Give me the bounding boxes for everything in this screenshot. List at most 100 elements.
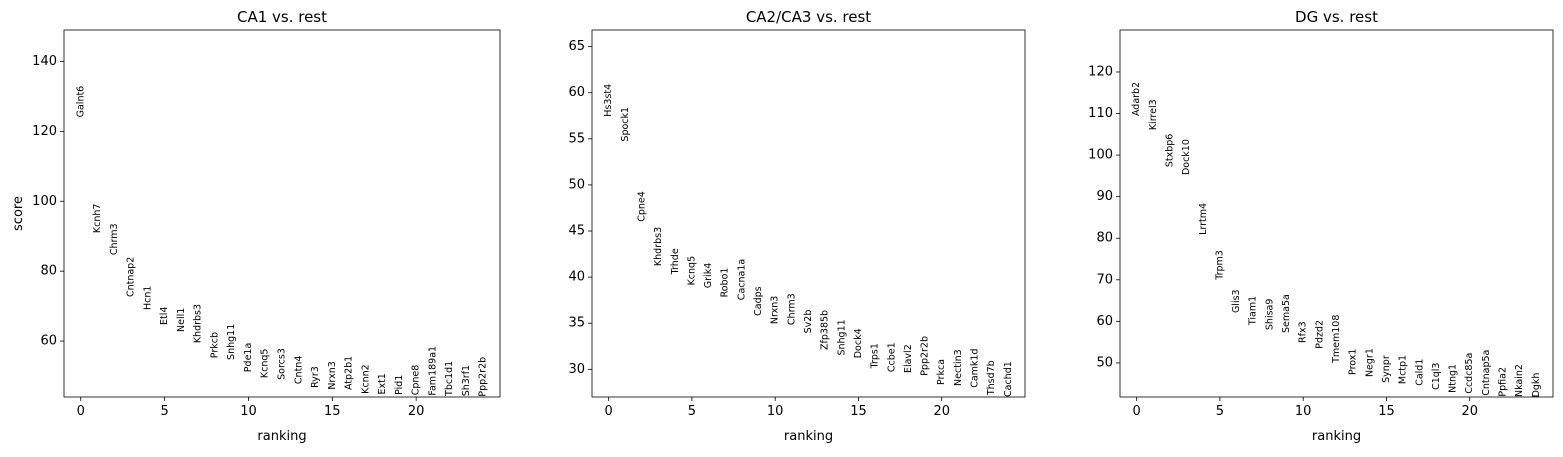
gene-label: Snhg11 — [226, 324, 237, 360]
gene-label: Sv2b — [803, 310, 814, 334]
axes-frame — [1119, 29, 1554, 398]
y-tick-label: 50 — [568, 177, 585, 192]
y-tick-label: 55 — [568, 131, 585, 146]
gene-labels: Adarb2 Kirrel3 Stxbp6 Dock10 Lrrtm4 Trpm3 Glis… — [1131, 82, 1542, 398]
x-tick-label: 5 — [160, 404, 168, 419]
x-axis-label: ranking — [257, 429, 306, 444]
y-tick-label: 100 — [32, 194, 57, 209]
y-tick-label: 110 — [1088, 106, 1113, 121]
x-axis-label: ranking — [1312, 429, 1361, 444]
gene-label: Cald1 — [1414, 359, 1425, 386]
gene-label: Negr1 — [1364, 348, 1375, 377]
y-tick-label: 60 — [1096, 314, 1113, 329]
gene-label: Khdrbs3 — [653, 227, 664, 266]
gene-label: Cntnap5a — [1481, 350, 1492, 396]
gene-label: Nrxn3 — [770, 296, 781, 324]
y-tick-label: 45 — [568, 224, 585, 239]
gene-label: Nell1 — [176, 308, 187, 332]
gene-label: Kcnn2 — [360, 364, 371, 394]
gene-label: Etl4 — [159, 307, 170, 325]
gene-label: Cntnap2 — [126, 257, 137, 297]
gene-label: Thsd7b — [986, 360, 997, 396]
y-tick-label: 35 — [568, 316, 585, 331]
panel-title: CA2/CA3 vs. rest — [746, 8, 871, 26]
gene-label: Pid1 — [394, 375, 405, 395]
y-tick-label: 140 — [32, 54, 57, 69]
gene-label: Ppfia2 — [1498, 367, 1509, 397]
gene-label: Galnt6 — [75, 86, 86, 118]
gene-label: Spock1 — [620, 107, 631, 142]
gene-label: Cacna1a — [736, 259, 747, 300]
gene-label: Khdrbs3 — [193, 304, 204, 343]
gene-label: Prkcb — [209, 332, 220, 358]
gene-label: Nectin3 — [953, 349, 964, 386]
gene-label: Sema5a — [1281, 294, 1292, 333]
gene-label: Adarb2 — [1131, 82, 1142, 116]
y-tick-label: 70 — [1096, 272, 1113, 287]
gene-label: Ccbe1 — [886, 342, 897, 372]
x-tick-label: 5 — [688, 404, 696, 419]
gene-label: Hs3st4 — [603, 84, 614, 117]
gene-label: Dock4 — [853, 328, 864, 358]
gene-labels: Galnt6 Kcnh7 Chrm3 Cntnap2 Hcn1 Etl4 Nell1 Khdr… — [75, 86, 488, 397]
gene-label: Tmem108 — [1331, 315, 1342, 364]
gene-label: Shisa9 — [1264, 299, 1275, 331]
y-tick-label: 50 — [1096, 355, 1113, 370]
gene-label: Ntng1 — [1448, 364, 1459, 393]
x-tick-label: 20 — [933, 404, 950, 419]
y-tick-label: 40 — [568, 270, 585, 285]
x-tick-label: 5 — [1216, 404, 1224, 419]
y-tick-label: 80 — [1096, 231, 1113, 246]
gene-label: Sh3rf1 — [461, 365, 472, 396]
y-tick-label: 120 — [32, 124, 57, 139]
gene-label: Cpne4 — [636, 191, 647, 222]
x-tick-label: 20 — [408, 404, 425, 419]
gene-labels: Hs3st4 Spock1 Cpne4 Khdrbs3 Trhde Kcnq5 Grik4 R… — [603, 84, 1014, 397]
gene-label: Trhde — [670, 248, 681, 275]
gene-label: Chrm3 — [109, 223, 120, 255]
gene-label: Atp2b1 — [344, 356, 355, 390]
x-tick-label: 0 — [1133, 404, 1141, 419]
gene-label: Pde1a — [243, 343, 254, 372]
gene-label: Stxbp6 — [1164, 134, 1175, 167]
gene-label: Grik4 — [703, 263, 714, 288]
axes-frame — [591, 29, 1026, 398]
gene-label: Cachd1 — [1003, 361, 1014, 397]
gene-label: Hcn1 — [142, 286, 153, 310]
x-axis-label: ranking — [784, 429, 833, 444]
gene-label: Prkca — [936, 359, 947, 385]
gene-label: Cntn4 — [293, 356, 304, 384]
gene-label: Nrxn3 — [327, 361, 338, 389]
gene-label: Mctp1 — [1398, 355, 1409, 384]
gene-label: Chrm3 — [786, 293, 797, 325]
gene-label: C1ql3 — [1431, 363, 1442, 390]
gene-label: Camk1d — [970, 348, 981, 387]
gene-label: Pdzd2 — [1314, 320, 1325, 349]
x-tick-label: 15 — [324, 404, 341, 419]
x-tick-label: 10 — [767, 404, 784, 419]
gene-label: Kcnq5 — [686, 256, 697, 286]
gene-label: Robo1 — [720, 268, 731, 298]
gene-label: Rfx3 — [1298, 321, 1309, 343]
gene-label: Dgkh — [1531, 373, 1542, 398]
gene-label: Kcnh7 — [92, 204, 103, 234]
gene-label: Ppp2r2b — [920, 336, 931, 376]
y-axis-label: score — [11, 196, 26, 231]
gene-label: Lrrtm4 — [1198, 203, 1209, 235]
panel-title: DG vs. rest — [1295, 8, 1378, 26]
y-tick-label: 60 — [40, 334, 57, 349]
x-tick-label: 15 — [1378, 404, 1395, 419]
x-tick-label: 0 — [77, 404, 85, 419]
gene-label: Prox1 — [1348, 349, 1359, 375]
y-tick-label: 120 — [1088, 64, 1113, 79]
gene-label: Cpne8 — [411, 365, 422, 396]
y-tick-label: 30 — [568, 362, 585, 377]
gene-label: Tiam1 — [1248, 296, 1259, 326]
x-tick-label: 10 — [240, 404, 257, 419]
y-tick-label: 60 — [568, 85, 585, 100]
panel: CA1 vs. rest ranking score 0 5 10 15 20 60 80 100 1… — [11, 8, 501, 444]
x-tick-label: 10 — [1295, 404, 1312, 419]
gene-label: Kirrel3 — [1148, 99, 1159, 130]
gene-label: Glis3 — [1231, 289, 1242, 313]
